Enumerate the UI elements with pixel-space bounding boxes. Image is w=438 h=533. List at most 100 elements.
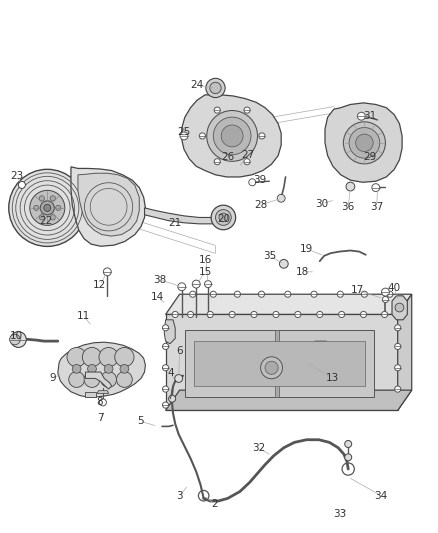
Circle shape <box>214 159 220 165</box>
Text: 26: 26 <box>221 152 234 162</box>
Circle shape <box>346 182 355 191</box>
Circle shape <box>44 204 51 212</box>
Circle shape <box>259 133 265 139</box>
Circle shape <box>345 454 352 461</box>
Text: 3: 3 <box>176 491 183 500</box>
Circle shape <box>317 311 323 318</box>
Circle shape <box>11 332 26 348</box>
Circle shape <box>180 132 188 140</box>
Polygon shape <box>185 330 374 397</box>
Circle shape <box>244 159 250 165</box>
Circle shape <box>395 343 401 350</box>
Circle shape <box>337 291 343 297</box>
Circle shape <box>360 311 367 318</box>
Circle shape <box>10 334 20 345</box>
Circle shape <box>120 365 129 373</box>
Text: 25: 25 <box>177 127 191 137</box>
Circle shape <box>206 78 225 98</box>
Text: 29: 29 <box>364 152 377 162</box>
Text: 35: 35 <box>263 251 276 261</box>
Polygon shape <box>58 342 145 397</box>
Circle shape <box>18 181 25 189</box>
Circle shape <box>69 372 85 387</box>
Circle shape <box>229 311 235 318</box>
Circle shape <box>265 361 278 374</box>
Circle shape <box>84 372 100 387</box>
Circle shape <box>50 196 55 201</box>
Polygon shape <box>311 341 328 367</box>
Polygon shape <box>166 314 398 410</box>
Circle shape <box>190 291 196 297</box>
Text: 23: 23 <box>10 171 23 181</box>
Text: 40: 40 <box>388 283 401 293</box>
Circle shape <box>349 127 380 158</box>
Circle shape <box>30 190 65 225</box>
Circle shape <box>115 348 134 367</box>
Circle shape <box>381 311 388 318</box>
Text: 4: 4 <box>167 368 174 378</box>
Circle shape <box>285 291 291 297</box>
Circle shape <box>214 107 220 113</box>
Circle shape <box>40 201 54 215</box>
Text: 34: 34 <box>374 491 388 500</box>
Circle shape <box>82 348 102 367</box>
Text: 16: 16 <box>199 255 212 264</box>
Circle shape <box>178 283 186 290</box>
Circle shape <box>199 133 205 139</box>
Circle shape <box>162 343 169 350</box>
Circle shape <box>261 357 283 379</box>
Circle shape <box>372 184 380 191</box>
Circle shape <box>88 365 96 373</box>
Circle shape <box>99 348 118 367</box>
Circle shape <box>277 195 285 202</box>
Polygon shape <box>325 103 402 182</box>
Polygon shape <box>166 294 412 314</box>
Circle shape <box>387 291 393 297</box>
Circle shape <box>56 205 61 211</box>
Text: 27: 27 <box>241 150 254 159</box>
Circle shape <box>39 196 44 201</box>
Circle shape <box>244 107 250 113</box>
Text: 36: 36 <box>342 202 355 212</box>
Polygon shape <box>166 390 412 410</box>
Circle shape <box>162 402 169 408</box>
Circle shape <box>356 134 373 151</box>
Text: 12: 12 <box>93 280 106 290</box>
Circle shape <box>381 288 389 296</box>
Circle shape <box>295 311 301 318</box>
Polygon shape <box>398 294 412 410</box>
Text: 10: 10 <box>10 331 23 341</box>
Circle shape <box>72 365 81 373</box>
Circle shape <box>187 311 194 318</box>
Polygon shape <box>97 391 109 393</box>
Text: 30: 30 <box>315 199 328 208</box>
Text: 2: 2 <box>211 499 218 508</box>
Circle shape <box>279 260 288 268</box>
Text: 24: 24 <box>191 80 204 90</box>
Text: 28: 28 <box>254 200 267 210</box>
Polygon shape <box>78 173 139 236</box>
Text: 31: 31 <box>364 111 377 120</box>
Text: 14: 14 <box>151 293 164 302</box>
Text: 8: 8 <box>96 398 103 407</box>
Text: 11: 11 <box>77 311 90 320</box>
Polygon shape <box>182 95 281 177</box>
Circle shape <box>162 325 169 331</box>
Circle shape <box>192 280 200 288</box>
Text: 20: 20 <box>217 214 230 223</box>
Circle shape <box>207 311 213 318</box>
Circle shape <box>207 110 258 161</box>
Circle shape <box>357 112 365 120</box>
Text: 17: 17 <box>350 286 364 295</box>
Circle shape <box>34 205 39 211</box>
Circle shape <box>117 372 132 387</box>
Circle shape <box>39 215 45 220</box>
Text: 33: 33 <box>333 510 346 519</box>
Circle shape <box>273 311 279 318</box>
Circle shape <box>103 268 111 276</box>
Polygon shape <box>275 330 279 397</box>
Polygon shape <box>71 167 145 246</box>
Circle shape <box>210 82 221 94</box>
Circle shape <box>219 213 228 222</box>
Text: 7: 7 <box>97 414 104 423</box>
